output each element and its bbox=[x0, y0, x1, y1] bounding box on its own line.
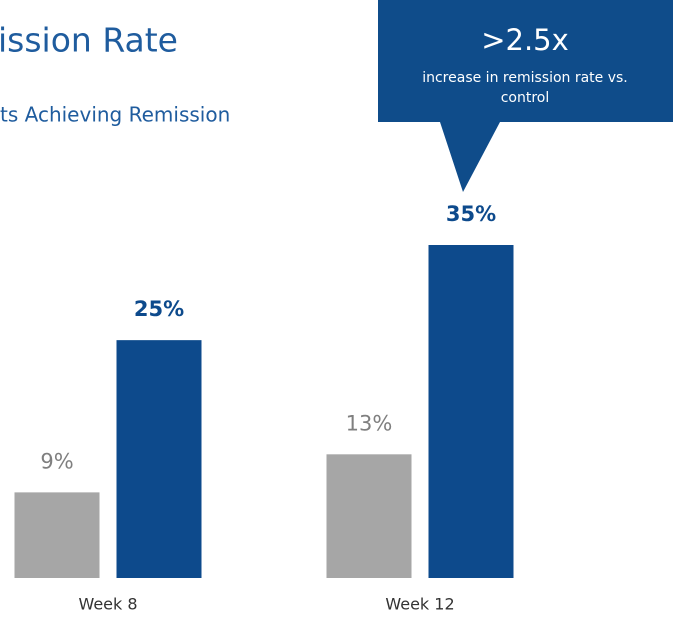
value-label: 35% bbox=[446, 202, 496, 226]
chart-title: ission Rate bbox=[0, 21, 178, 60]
value-label: 25% bbox=[134, 297, 184, 321]
callout-text: increase in remission rate vs. bbox=[422, 70, 628, 86]
bar bbox=[428, 245, 514, 578]
bar bbox=[116, 340, 202, 578]
callout-headline: >2.5x bbox=[481, 23, 569, 57]
chart-subtitle: ts Achieving Remission bbox=[0, 103, 230, 127]
value-label: 13% bbox=[346, 411, 393, 435]
x-tick-label: Week 12 bbox=[385, 595, 454, 614]
x-tick-label: Week 8 bbox=[78, 595, 137, 614]
bar bbox=[14, 492, 100, 578]
callout-box bbox=[378, 0, 673, 192]
callout-text: control bbox=[501, 90, 550, 106]
bar bbox=[326, 454, 412, 578]
value-label: 9% bbox=[40, 449, 73, 473]
